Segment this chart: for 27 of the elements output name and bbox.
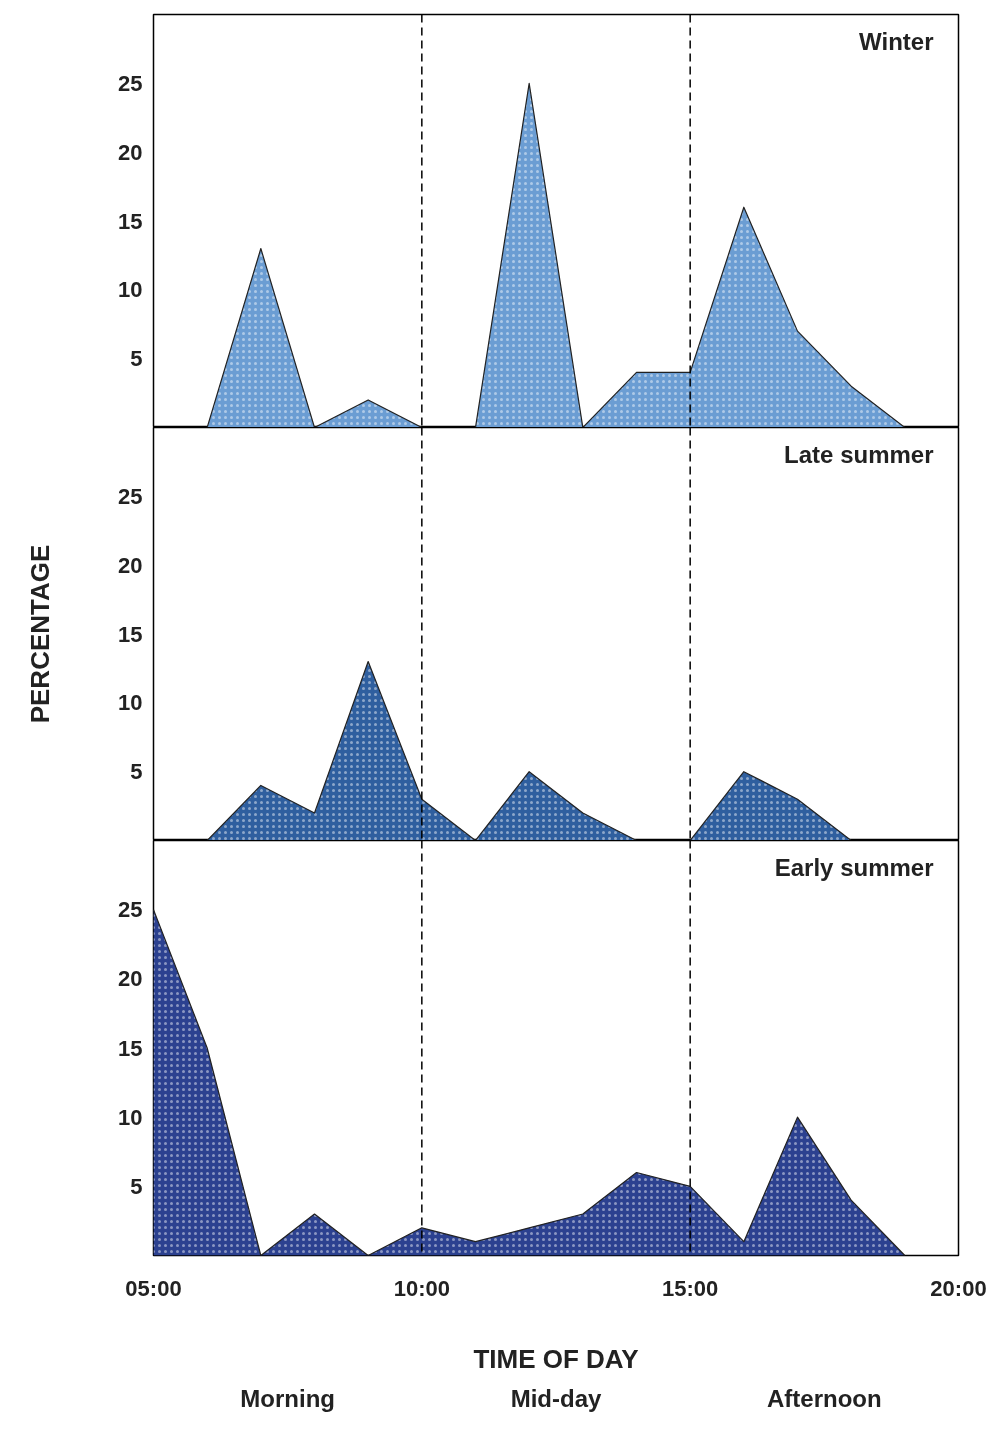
y-tick-label: 10 (118, 690, 143, 716)
y-tick-label: 15 (118, 1035, 143, 1061)
y-tick-label: 20 (118, 966, 143, 992)
text: Morning (240, 1384, 335, 1412)
y-tick-label: 25 (118, 897, 143, 923)
x-tick-label: 05:00 (125, 1275, 182, 1301)
x-axis-title: TIME OF DAY (473, 1343, 639, 1374)
y-tick-label: 15 (118, 621, 143, 647)
y-tick-label: 20 (118, 139, 143, 165)
y-tick-label: 15 (118, 208, 143, 234)
text: Afternoon (767, 1384, 882, 1412)
text: Late summer (784, 440, 934, 468)
text: Early summer (774, 853, 934, 881)
y-tick-label: 10 (118, 277, 143, 303)
y-tick-label: 20 (118, 552, 143, 578)
x-tick-label: 10:00 (393, 1275, 450, 1301)
y-tick-label: 25 (118, 483, 143, 509)
y-tick-label: 25 (118, 70, 143, 96)
y-axis-title: PERCENTAGE (25, 544, 56, 724)
x-tick-label: 20:00 (930, 1275, 987, 1301)
y-tick-label: 10 (118, 1104, 143, 1130)
y-tick-label: 5 (130, 1173, 143, 1199)
x-tick-label: 15:00 (662, 1275, 719, 1301)
text: Mid-day (510, 1384, 602, 1412)
y-tick-label: 5 (130, 759, 143, 785)
text: Winter (859, 27, 934, 55)
y-tick-label: 5 (130, 346, 143, 372)
